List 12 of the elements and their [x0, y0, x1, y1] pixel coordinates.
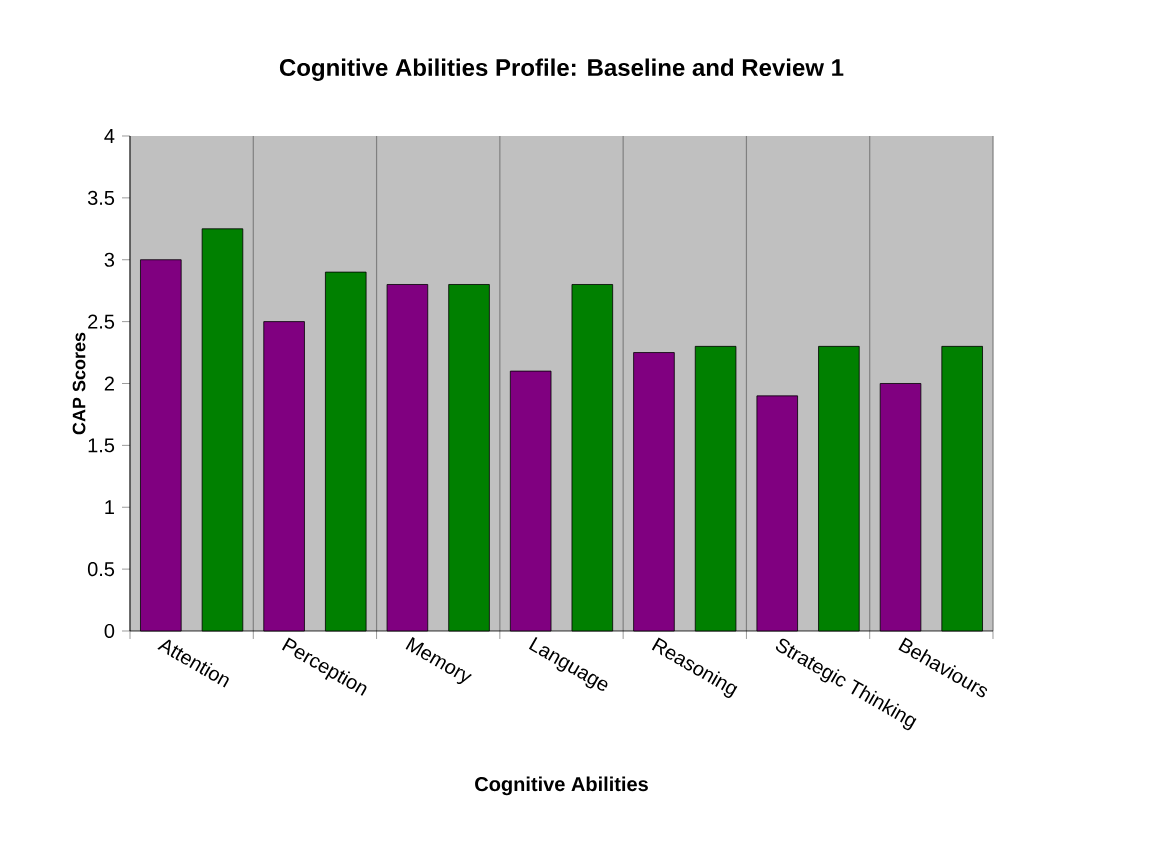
y-tick-label: 0.5: [87, 562, 115, 577]
y-axis-title: CAP Scores: [72, 332, 86, 435]
y-tick-label: 4: [104, 129, 115, 143]
y-tick-label: 1.5: [88, 438, 115, 453]
chart-title: Cognitive Abilities Profile: Baseline and Review 1: [279, 58, 844, 81]
y-tick-label: 2.5: [88, 314, 115, 329]
y-tick-label: 2: [104, 376, 114, 391]
y-tick-label: 1: [105, 500, 114, 515]
y-tick-label: 3.5: [87, 190, 115, 205]
y-tick-label: 0: [104, 623, 115, 639]
y-tick-label: 3: [104, 252, 115, 267]
x-axis-title: Cognitive Abilities: [475, 776, 648, 796]
